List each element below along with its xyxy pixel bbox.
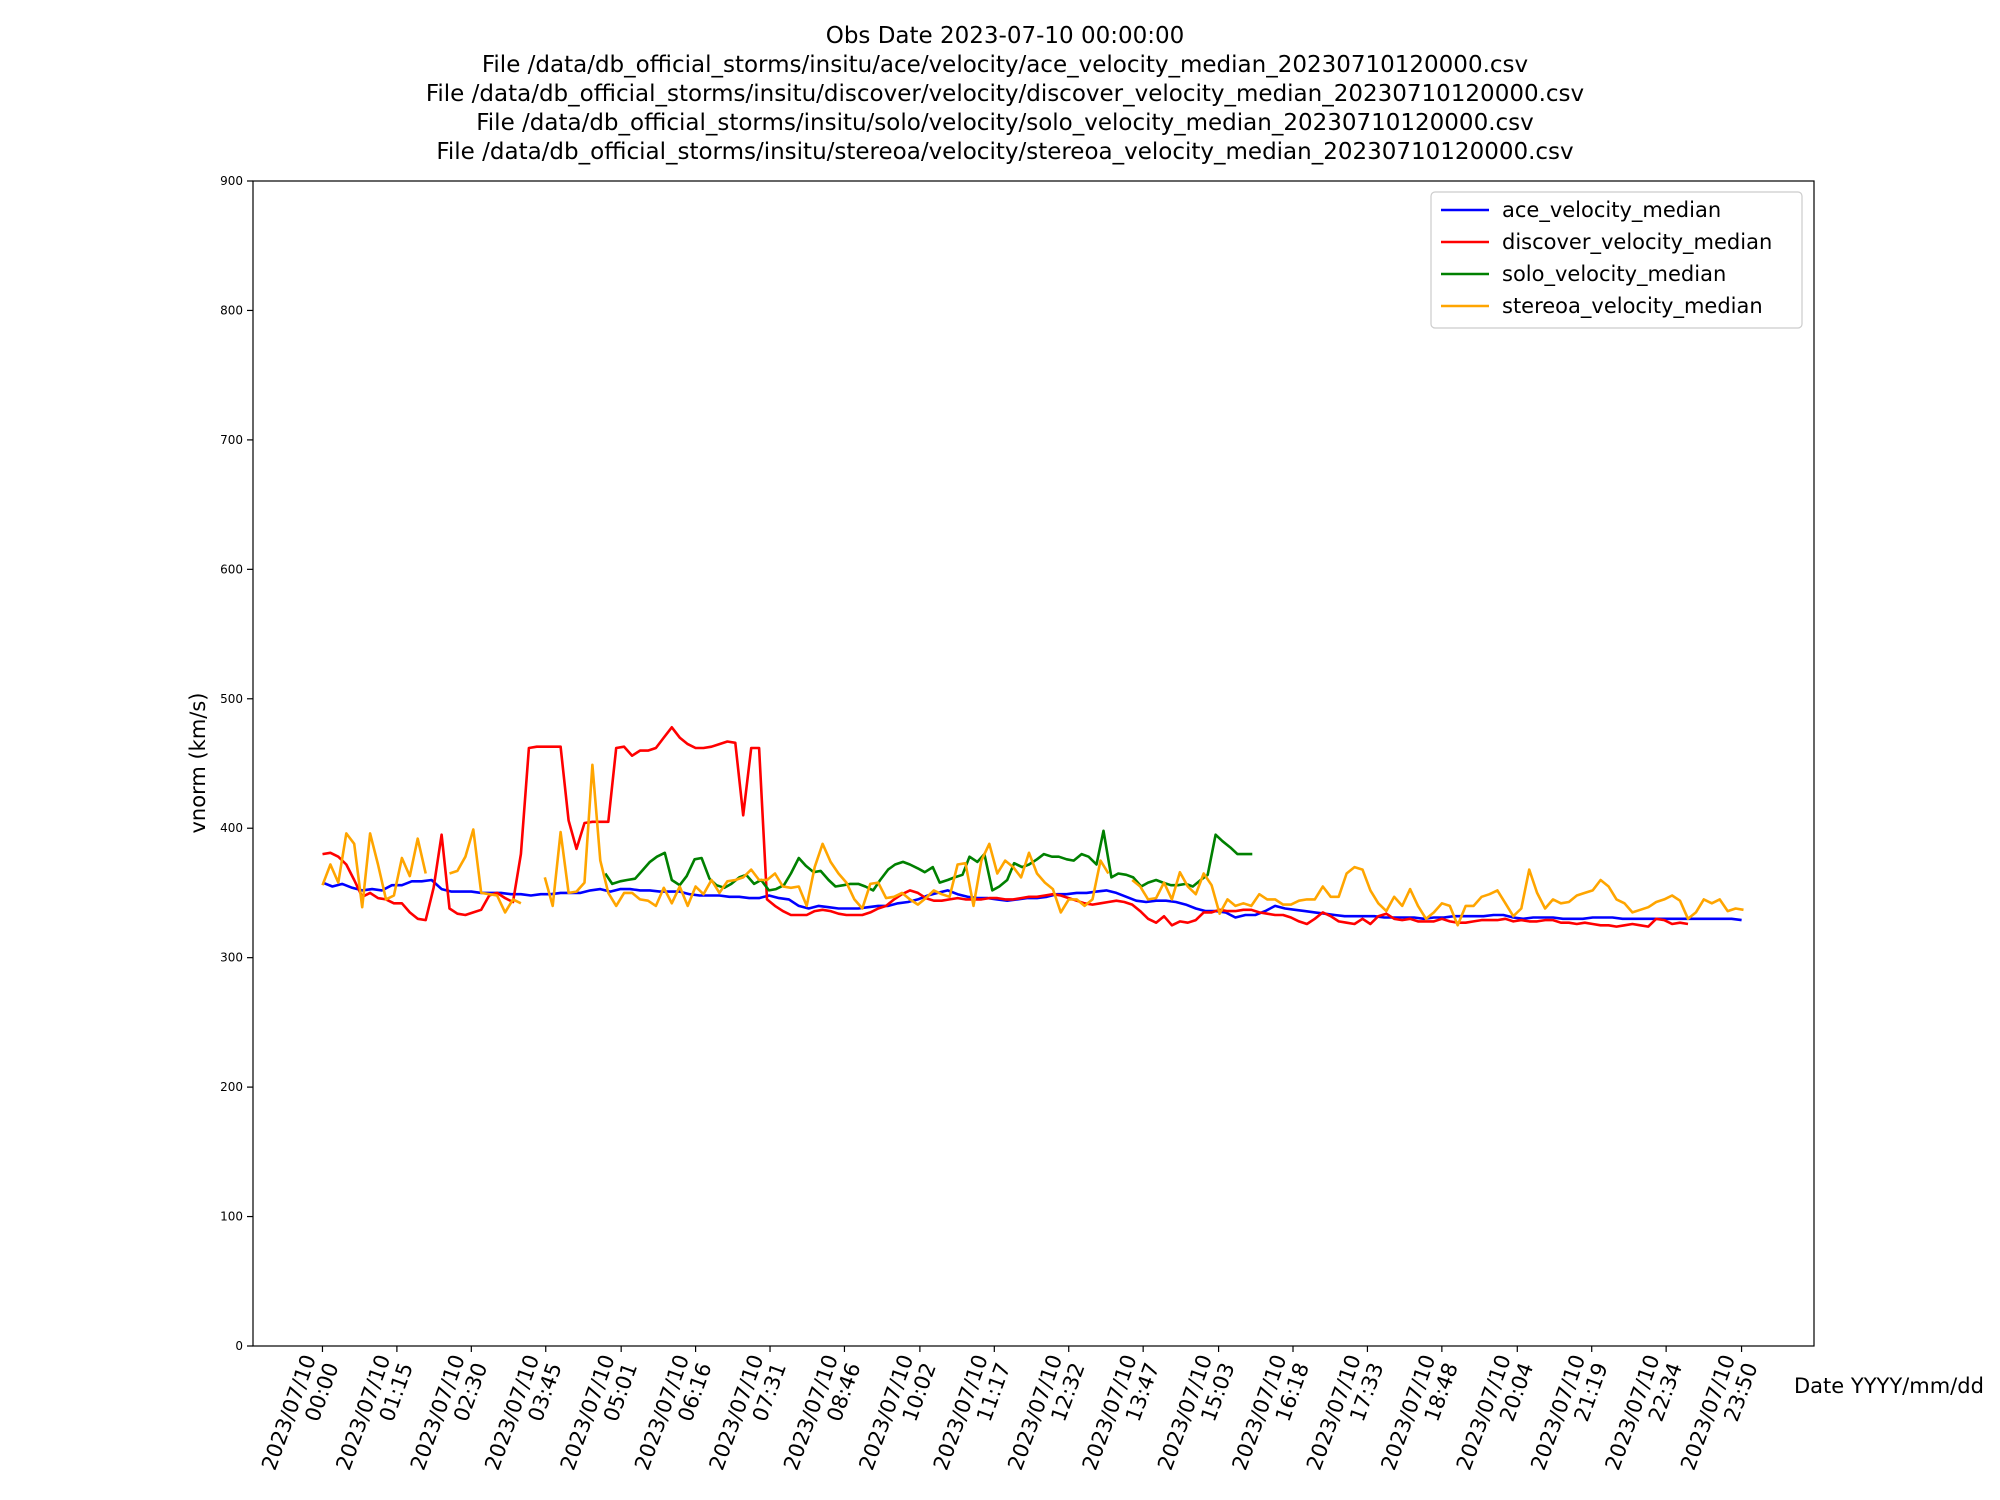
legend-label-stereoa_velocity_median: stereoa_velocity_median	[1502, 294, 1763, 319]
y-tick-label: 500	[220, 692, 243, 706]
series-line-ace_velocity_median	[322, 878, 1742, 922]
x-tick-label: 2023/07/1012:32	[1003, 1351, 1090, 1473]
title-line-obs-date: Obs Date 2023-07-10 00:00:00	[825, 23, 1185, 49]
y-tick-label: 800	[220, 303, 243, 317]
y-tick-label: 700	[220, 433, 243, 447]
y-axis: 0 100 200 300 400 500 600 700 800 900	[220, 174, 253, 1353]
title-line-solo-file: File /data/db_official_storms/insitu/sol…	[476, 110, 1534, 136]
title-line-stereoa-file: File /data/db_official_storms/insitu/ste…	[436, 139, 1574, 165]
x-axis-label: Date YYYY/mm/dd	[1794, 1374, 1984, 1398]
y-tick-label: 300	[220, 951, 243, 965]
y-tick-label: 100	[220, 1210, 243, 1224]
chart-title: Obs Date 2023-07-10 00:00:00 File /data/…	[0, 22, 2000, 167]
plot-frame	[252, 180, 1815, 1347]
y-tick-label: 900	[220, 174, 243, 188]
y-tick-label: 200	[220, 1080, 243, 1094]
legend-label-discover_velocity_median: discover_velocity_median	[1502, 230, 1772, 255]
series-layer	[321, 726, 1744, 928]
y-axis-label: vnorm (km/s)	[186, 692, 210, 833]
series-line-discover_velocity_median	[322, 726, 1689, 928]
title-line-discover-file: File /data/db_official_storms/insitu/dis…	[425, 81, 1585, 107]
y-tick-label: 0	[235, 1339, 243, 1353]
legend-box	[1430, 191, 1803, 329]
y-tick-label: 600	[220, 562, 243, 576]
title-line-ace-file: File /data/db_official_storms/insitu/ace…	[481, 52, 1529, 78]
series-line-solo_velocity_median	[604, 829, 1253, 892]
series-line-stereoa_velocity_median	[321, 763, 1744, 927]
legend-label-ace_velocity_median: ace_velocity_median	[1502, 198, 1721, 223]
y-tick-label: 400	[220, 821, 243, 835]
x-axis: 2023/07/1000:002023/07/1001:152023/07/10…	[257, 1346, 1763, 1473]
legend-label-solo_velocity_median: solo_velocity_median	[1502, 262, 1726, 287]
legend: ace_velocity_median discover_velocity_med…	[1430, 191, 1803, 329]
